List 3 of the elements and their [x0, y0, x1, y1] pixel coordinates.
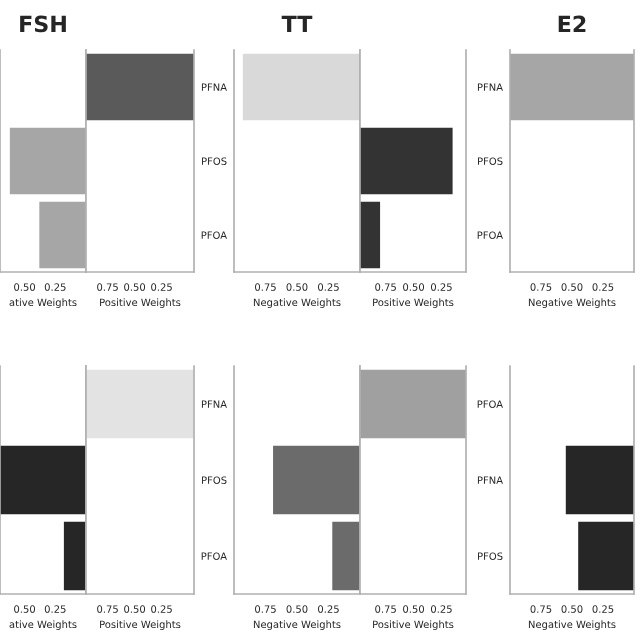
chart-title: TT [281, 15, 313, 33]
chart-title: E2 [558, 15, 586, 33]
chart-title: FSH [20, 15, 66, 33]
